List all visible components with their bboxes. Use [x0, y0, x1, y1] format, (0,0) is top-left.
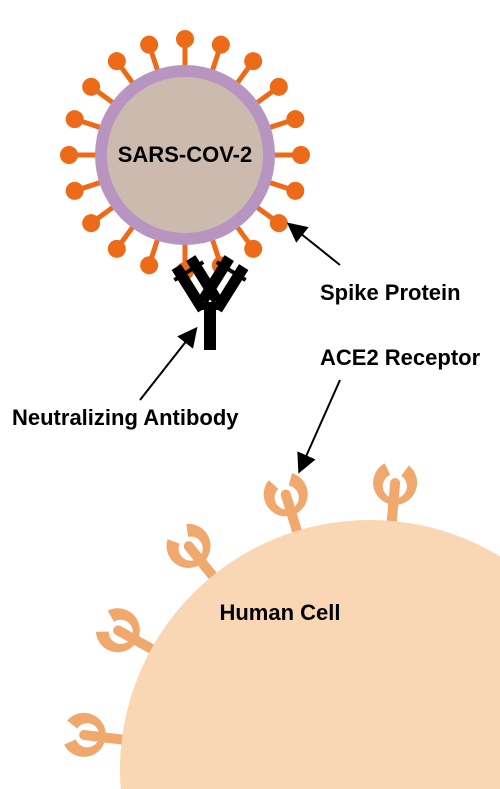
virus-label: SARS-COV-2 — [118, 142, 252, 167]
antibody-icon — [169, 254, 251, 350]
human-cell-label: Human Cell — [219, 600, 340, 625]
diagram-canvas: SARS-COV-2 Spike Protein ACE2 Receptor N… — [0, 0, 500, 789]
neutralizing-antibody-label: Neutralizing Antibody — [12, 405, 239, 430]
ace2-receptor-label: ACE2 Receptor — [320, 345, 481, 370]
annotation-arrows — [140, 225, 340, 470]
human-cell-icon — [63, 463, 500, 789]
spike-protein-label: Spike Protein — [320, 280, 461, 305]
